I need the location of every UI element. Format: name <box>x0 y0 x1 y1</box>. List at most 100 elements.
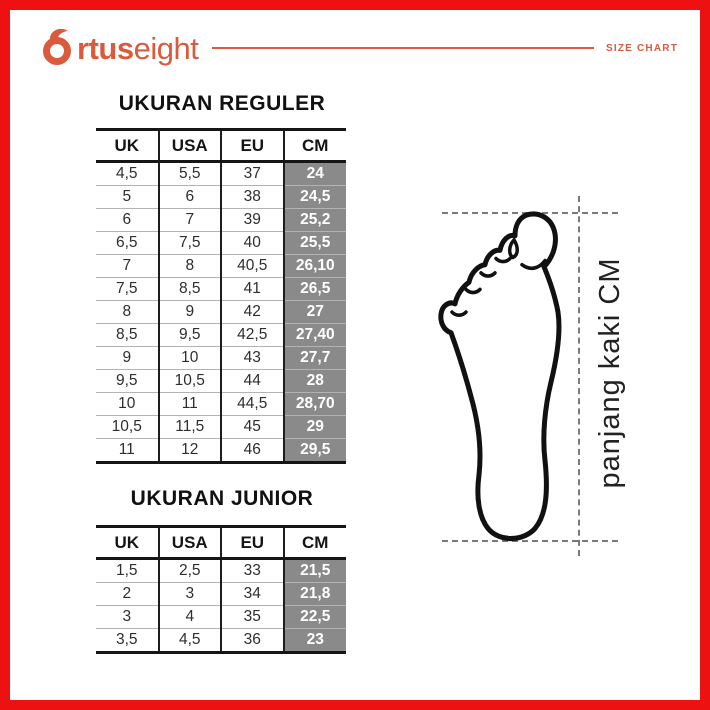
size-cell: 40,5 <box>221 254 285 278</box>
size-cell: 7 <box>96 254 160 278</box>
size-cell: 36 <box>221 628 285 654</box>
table-row: 11 12 46 29,5 <box>96 438 346 464</box>
foot-illustration <box>438 211 562 542</box>
size-cell: 34 <box>221 582 285 606</box>
header-rule <box>212 47 594 49</box>
size-cell: 46 <box>221 438 285 464</box>
table-row: 3,5 4,5 36 23 <box>96 628 346 654</box>
size-cell: 7 <box>158 208 222 232</box>
size-cell: 1,5 <box>96 558 160 583</box>
size-cell: 12 <box>158 438 222 464</box>
size-cell: 29,5 <box>283 438 346 464</box>
size-cell: 42 <box>221 300 285 324</box>
size-table-junior: UK USA EU CM 1,5 2,5 33 21,5 2 3 34 21,8 3 4 35 22,… <box>96 525 346 654</box>
column-header-usa: USA <box>158 525 222 560</box>
brand-logo: rtus eight <box>40 27 199 69</box>
size-cell: 22,5 <box>283 605 346 629</box>
size-cell: 8 <box>96 300 160 324</box>
size-cell: 44,5 <box>221 392 285 416</box>
table-head: UK USA EU CM <box>96 128 346 163</box>
size-cell: 39 <box>221 208 285 232</box>
size-cell: 3 <box>96 605 160 629</box>
size-cell: 6,5 <box>96 231 160 255</box>
size-cell: 10,5 <box>158 369 222 393</box>
size-cell: 5,5 <box>158 161 222 186</box>
size-cell: 21,8 <box>283 582 346 606</box>
column-header-cm: CM <box>283 525 346 560</box>
size-cell: 4,5 <box>158 628 222 654</box>
size-cell: 8,5 <box>158 277 222 301</box>
size-cell: 25,2 <box>283 208 346 232</box>
size-cell: 21,5 <box>283 558 346 583</box>
size-cell: 28,70 <box>283 392 346 416</box>
size-cell: 2,5 <box>158 558 222 583</box>
column-header-eu: EU <box>221 525 285 560</box>
size-cell: 3 <box>158 582 222 606</box>
measurement-line-bottom <box>442 540 618 542</box>
size-cell: 11 <box>158 392 222 416</box>
size-cell: 2 <box>96 582 160 606</box>
size-cell: 44 <box>221 369 285 393</box>
size-cell: 38 <box>221 185 285 209</box>
column-header-uk: UK <box>96 525 160 560</box>
size-cell: 41 <box>221 277 285 301</box>
size-cell: 40 <box>221 231 285 255</box>
size-cell: 9 <box>158 300 222 324</box>
size-cell: 6 <box>96 208 160 232</box>
column-header-uk: UK <box>96 128 160 163</box>
size-cell: 33 <box>221 558 285 583</box>
size-cell: 24,5 <box>283 185 346 209</box>
flame-o-icon <box>43 28 71 65</box>
size-cell: 4 <box>158 605 222 629</box>
size-cell: 26,10 <box>283 254 346 278</box>
table-row: 10 11 44,5 28,70 <box>96 392 346 416</box>
table-row: 6,5 7,5 40 25,5 <box>96 231 346 255</box>
table-head: UK USA EU CM <box>96 525 346 560</box>
size-cell: 23 <box>283 628 346 654</box>
size-cell: 29 <box>283 415 346 439</box>
column-header-eu: EU <box>221 128 285 163</box>
size-cell: 25,5 <box>283 231 346 255</box>
table-row: 7,5 8,5 41 26,5 <box>96 277 346 301</box>
size-cell: 24 <box>283 161 346 186</box>
size-chart-label: SIZE CHART <box>606 42 678 54</box>
size-cell: 10 <box>158 346 222 370</box>
table-row: 4,5 5,5 37 24 <box>96 161 346 186</box>
measurement-line-vertical <box>578 196 580 556</box>
table-row: 9 10 43 27,7 <box>96 346 346 370</box>
brand-name-bold: rtus <box>77 30 134 66</box>
table-row: 9,5 10,5 44 28 <box>96 369 346 393</box>
size-cell: 8 <box>158 254 222 278</box>
size-cell: 7,5 <box>96 277 160 301</box>
table-body: 1,5 2,5 33 21,5 2 3 34 21,8 3 4 35 22,5 3,5 4,5 36 23 <box>96 558 346 654</box>
size-cell: 8,5 <box>96 323 160 347</box>
table-row: 10,5 11,5 45 29 <box>96 415 346 439</box>
size-cell: 27 <box>283 300 346 324</box>
header: rtus eight SIZE CHART <box>40 26 678 70</box>
table-row: 7 8 40,5 26,10 <box>96 254 346 278</box>
size-cell: 28 <box>283 369 346 393</box>
size-cell: 27,7 <box>283 346 346 370</box>
table-row: 3 4 35 22,5 <box>96 605 346 629</box>
size-cell: 27,40 <box>283 323 346 347</box>
size-cell: 35 <box>221 605 285 629</box>
size-cell: 4,5 <box>96 161 160 186</box>
size-cell: 11,5 <box>158 415 222 439</box>
size-cell: 6 <box>158 185 222 209</box>
size-cell: 9 <box>96 346 160 370</box>
table-body: 4,5 5,5 37 24 5 6 38 24,5 6 7 39 25,2 6,5 7,5 40 25,5 7 8… <box>96 161 346 464</box>
size-cell: 43 <box>221 346 285 370</box>
size-cell: 26,5 <box>283 277 346 301</box>
size-cell: 45 <box>221 415 285 439</box>
table-row: 8 9 42 27 <box>96 300 346 324</box>
table-row: 2 3 34 21,8 <box>96 582 346 606</box>
table-row: 8,5 9,5 42,5 27,40 <box>96 323 346 347</box>
table-row: 1,5 2,5 33 21,5 <box>96 558 346 583</box>
size-cell: 11 <box>96 438 160 464</box>
foot-length-label: panjang kaki CM <box>594 257 626 489</box>
column-header-cm: CM <box>283 128 346 163</box>
size-cell: 42,5 <box>221 323 285 347</box>
header-row: UK USA EU CM <box>96 525 346 560</box>
size-cell: 5 <box>96 185 160 209</box>
